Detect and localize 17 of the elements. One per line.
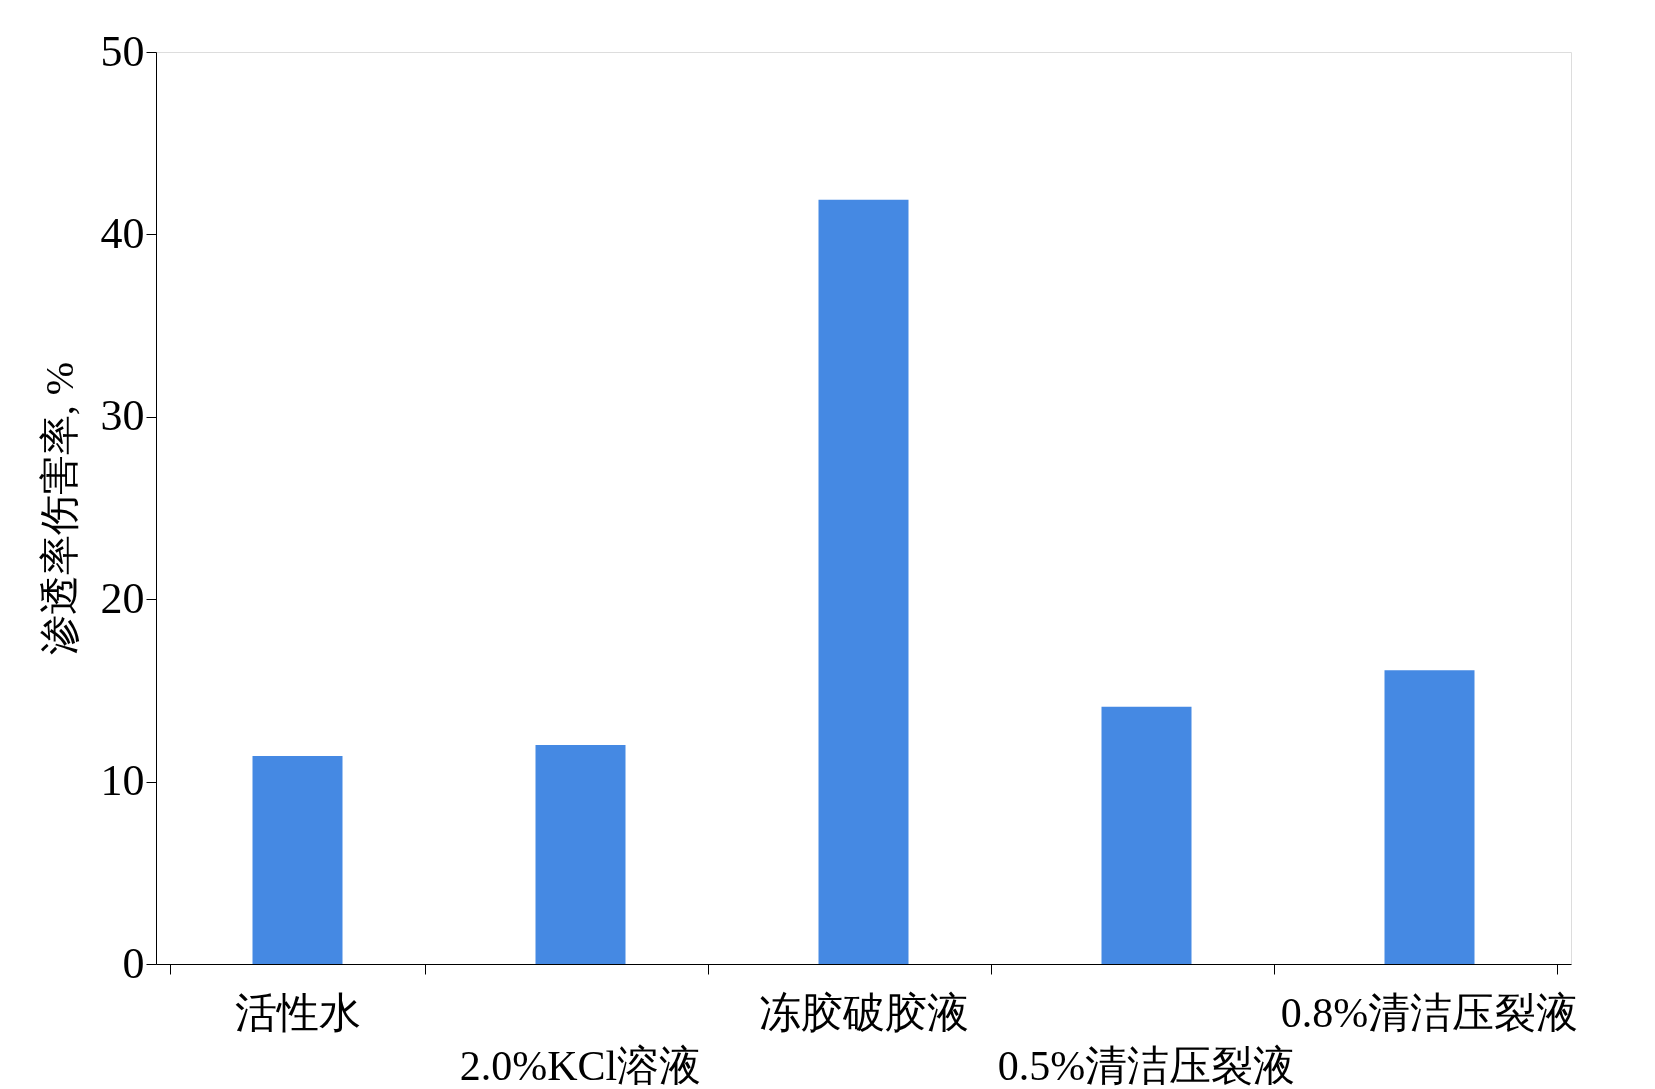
x-tick-label: 0.5%清洁压裂液: [997, 1043, 1296, 1089]
x-tick-label: 0.8%清洁压裂液: [1280, 990, 1579, 1036]
x-tick-label: 冻胶破胶液: [758, 990, 969, 1036]
bar: [1384, 670, 1475, 964]
bar: [252, 756, 343, 964]
bar: [1101, 706, 1192, 964]
y-tick-label: 30: [100, 391, 145, 441]
bar: [818, 199, 909, 964]
y-tick-label: 0: [122, 938, 145, 988]
y-axis-title: 渗透率伤害率, %: [36, 361, 82, 656]
y-tick-label: 50: [100, 26, 145, 76]
x-tick-label: 2.0%KCl溶液: [459, 1043, 702, 1089]
bar: [535, 745, 626, 964]
y-tick-label: 20: [100, 573, 145, 623]
y-tick-label: 40: [100, 208, 145, 258]
y-tick-label: 10: [100, 756, 145, 806]
x-tick-label: 活性水: [234, 990, 361, 1036]
